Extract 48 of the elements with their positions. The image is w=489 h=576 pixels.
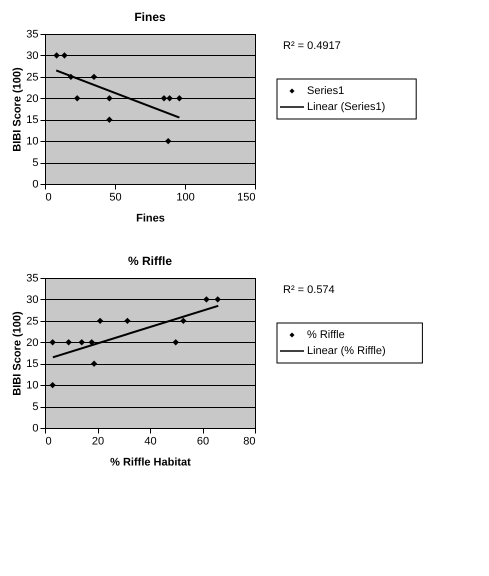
y-tick-label: 10	[26, 380, 38, 392]
point	[203, 296, 210, 303]
y-tick-label: 15	[26, 114, 38, 126]
y-tick-label: 0	[32, 422, 38, 434]
chart-title: Fines	[134, 10, 166, 24]
x-tick-label: 50	[109, 192, 122, 204]
point	[214, 296, 221, 303]
x-axis-title: % Riffle Habitat	[110, 456, 192, 468]
y-tick-label: 20	[26, 336, 38, 349]
x-tick-label: 100	[176, 192, 195, 204]
y-tick-label: 5	[32, 157, 38, 170]
y-tick-label: 15	[26, 358, 38, 370]
point	[49, 382, 56, 388]
y-tick-label: 35	[26, 28, 38, 40]
x-tick-label: 40	[144, 436, 157, 448]
legend-label: Series1	[307, 85, 344, 97]
y-tick-label: 30	[26, 50, 38, 62]
x-tick-label: 20	[92, 436, 104, 448]
point	[78, 339, 85, 346]
point	[65, 339, 72, 346]
legend-label: Linear (Series1)	[307, 101, 386, 113]
y-tick-label: 5	[32, 401, 38, 414]
y-axis-title: BIBI Score (100)	[11, 66, 24, 152]
y-tick-label: 35	[26, 272, 38, 284]
y-tick-label: 20	[26, 92, 38, 105]
point	[124, 318, 131, 324]
x-axis-title: Fines	[136, 212, 165, 224]
x-tick-label: 0	[46, 436, 52, 448]
point	[172, 339, 179, 346]
point	[180, 318, 186, 324]
x-tick-label: 80	[243, 436, 256, 448]
legend-label: % Riffle	[307, 329, 345, 341]
x-tick-label: 150	[237, 192, 256, 204]
text: R² = 0.4917	[283, 40, 341, 52]
y-axis-title: BIBI Score (100)	[11, 310, 24, 396]
legend-label: Linear (% Riffle)	[307, 345, 386, 357]
y-tick-label: 25	[26, 315, 38, 328]
x-tick-label: 60	[196, 436, 210, 448]
x-tick-label: 0	[46, 192, 52, 204]
y-tick-label: 30	[26, 294, 38, 306]
y-tick-label: 10	[26, 136, 38, 148]
point	[90, 360, 98, 367]
point	[96, 318, 104, 324]
chart-title: % Riffle	[128, 254, 172, 268]
text: R² = 0.574	[283, 284, 335, 296]
point	[49, 339, 56, 346]
y-tick-label: 0	[32, 178, 38, 190]
y-tick-label: 25	[26, 71, 38, 84]
